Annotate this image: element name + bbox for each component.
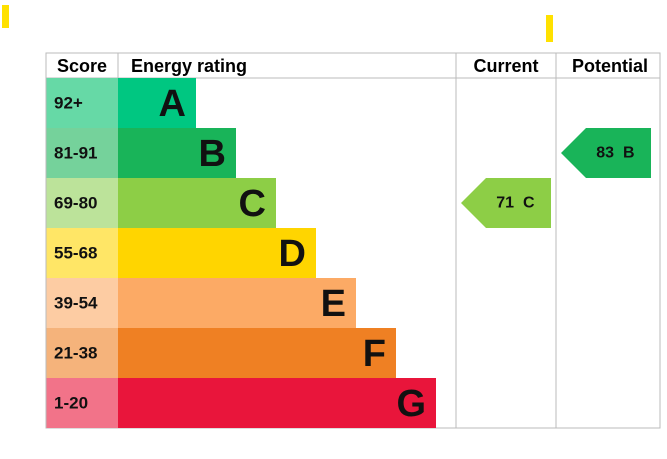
header-rating: Energy rating [131, 56, 247, 76]
marker [546, 15, 553, 42]
header-current: Current [473, 56, 538, 76]
rating-letter: B [199, 133, 226, 175]
rating-letter: E [321, 283, 346, 325]
rating-letter: D [279, 233, 306, 275]
score-range: 21-38 [54, 344, 97, 363]
score-range: 81-91 [54, 144, 97, 163]
rating-bar [118, 128, 236, 178]
score-range: 69-80 [54, 194, 97, 213]
score-cell [46, 228, 118, 278]
score-range: 39-54 [54, 294, 98, 313]
rating-bar [118, 78, 196, 128]
score-range: 55-68 [54, 244, 97, 263]
potential-letter: B [623, 145, 635, 162]
marker [2, 5, 9, 28]
score-cell [46, 378, 118, 428]
rating-letter: A [159, 83, 186, 125]
potential-arrow [561, 128, 651, 178]
rating-letter: C [239, 183, 266, 225]
score-cell [46, 178, 118, 228]
score-cell [46, 278, 118, 328]
score-range: 92+ [54, 94, 83, 113]
score-range: 1-20 [54, 394, 88, 413]
header-potential: Potential [572, 56, 648, 76]
rating-letter: F [363, 333, 386, 375]
rating-bar [118, 228, 316, 278]
score-cell [46, 328, 118, 378]
current-arrow [461, 178, 551, 228]
header-score: Score [57, 56, 107, 76]
current-letter: C [523, 195, 535, 212]
current-value: 71 [496, 195, 514, 212]
score-cell [46, 78, 118, 128]
rating-bar [118, 378, 436, 428]
rating-bar [118, 178, 276, 228]
rating-bar [118, 328, 396, 378]
rating-bar [118, 278, 356, 328]
rating-letter: G [396, 383, 426, 425]
score-cell [46, 128, 118, 178]
potential-value: 83 [596, 145, 614, 162]
